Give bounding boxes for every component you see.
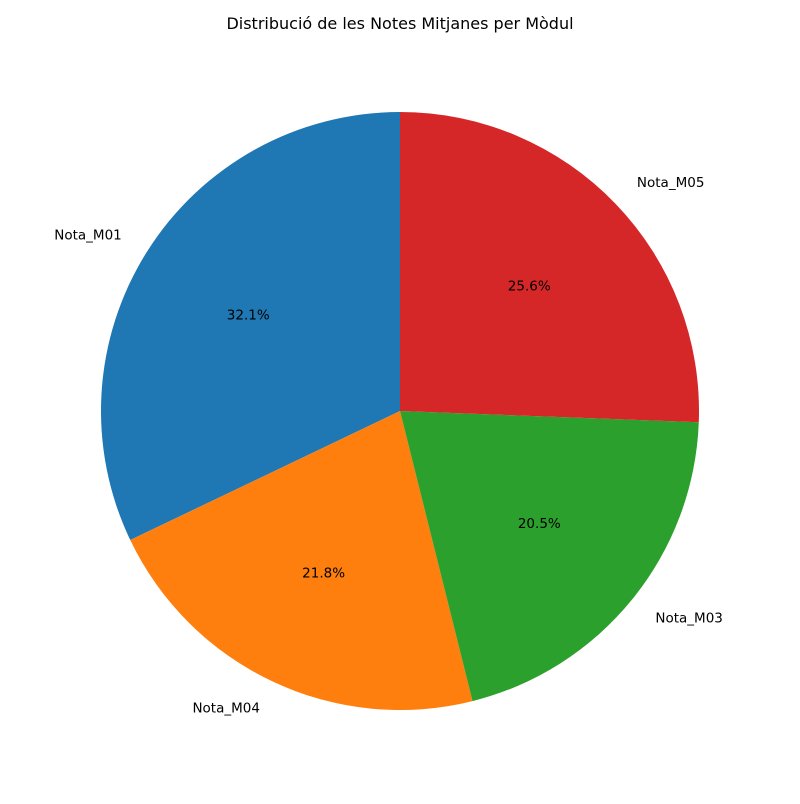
slice-percent-label: 25.6%: [508, 279, 551, 295]
slice-label: Nota_M05: [637, 175, 705, 191]
pie-slice-nota-m01: [100, 112, 400, 541]
slice-label: Nota_M01: [54, 228, 122, 244]
slice-label: Nota_M04: [192, 701, 260, 717]
pie-slice-nota-m04: [130, 411, 473, 711]
slice-percent-label: 21.8%: [302, 565, 345, 581]
pie-slice-nota-m05: [400, 112, 700, 423]
pie-slice-nota-m03: [400, 411, 699, 702]
labels-layer: Nota_M01 32.1% Nota_M04 21.8% Nota_M03 20.5% N…: [54, 175, 723, 717]
slice-label: Nota_M03: [655, 610, 723, 626]
slices-layer: [100, 112, 700, 711]
slice-percent-label: 20.5%: [518, 516, 561, 532]
chart-title: Distribució de les Notes Mitjanes per Mò…: [226, 14, 573, 33]
slice-percent-label: 32.1%: [227, 307, 270, 323]
